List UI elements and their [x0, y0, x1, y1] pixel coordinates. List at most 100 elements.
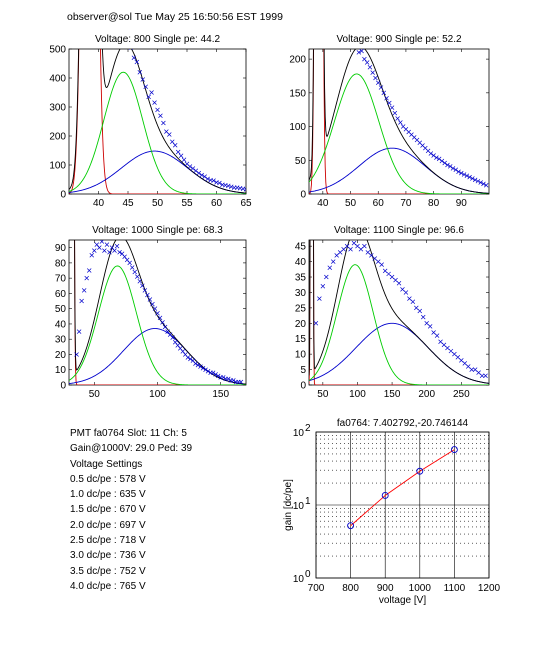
- data-point: [92, 248, 97, 253]
- data-point: [198, 364, 203, 369]
- data-point: [320, 284, 326, 289]
- data-point: [203, 367, 208, 372]
- x-tick-label: 70: [400, 198, 412, 209]
- y-tick-label: 10: [55, 365, 67, 376]
- x-tick-label: 60: [211, 198, 223, 209]
- data-point: [428, 151, 434, 156]
- data-point: [217, 180, 222, 186]
- data-point: [364, 60, 370, 65]
- voltage-setting-5: 3.0 dc/pe : 736 V: [70, 550, 146, 562]
- fit-curves: [309, 240, 489, 385]
- data-point: [243, 187, 246, 192]
- data-point: [155, 311, 160, 316]
- data-point: [74, 352, 79, 357]
- data-point: [420, 314, 426, 320]
- total-fit-curve: [309, 240, 489, 384]
- y-tick-label: 10: [293, 501, 305, 512]
- y-tick-label: 45: [295, 242, 307, 253]
- y-tick-label: 500: [49, 45, 66, 56]
- data-point: [127, 260, 132, 266]
- data-point: [142, 288, 148, 293]
- total-fit-curve: [69, 49, 246, 194]
- voltage-setting-3: 2.0 dc/pe : 697 V: [70, 519, 146, 531]
- data-point: [195, 362, 201, 368]
- voltage-setting-0: 0.5 dc/pe : 578 V: [70, 473, 146, 485]
- data-point: [483, 182, 489, 188]
- y-tick-label: 25: [295, 303, 307, 314]
- y-tick-label: 0: [60, 381, 66, 392]
- plot-frame: [308, 239, 490, 386]
- y-tick-label: 10: [295, 350, 307, 361]
- data-point: [410, 299, 416, 304]
- data-point: [193, 168, 199, 174]
- x-tick-label: 150: [212, 389, 229, 400]
- data-point: [162, 324, 168, 330]
- data-point: [147, 297, 153, 302]
- data-point: [183, 352, 188, 357]
- data-point: [392, 110, 398, 116]
- data-point: [205, 369, 211, 374]
- data-point: [317, 296, 322, 301]
- data-point: [199, 172, 204, 178]
- data-point: [160, 320, 165, 325]
- data-point: [165, 329, 170, 334]
- data-point: [330, 259, 336, 264]
- data-point: [220, 375, 226, 380]
- data-point: [202, 174, 207, 179]
- data-point: [187, 164, 193, 169]
- pmt-info-panel: PMT fa0764 Slot: 11 Ch: 5 Gain@1000V: 29…: [70, 426, 192, 594]
- plot-frame: [315, 431, 490, 579]
- data-point: [210, 370, 216, 376]
- data-point: [188, 356, 193, 362]
- y-tick-label: 60: [55, 289, 67, 300]
- x-tick-label: 150: [384, 389, 401, 400]
- y-tick-label: 400: [49, 74, 66, 85]
- data-point: [140, 77, 145, 82]
- data-point: [456, 169, 461, 174]
- chart-title: Voltage: 800 Single pe: 44.2: [95, 34, 221, 45]
- data-point: [472, 177, 478, 183]
- x-tick-label: 50: [345, 198, 357, 209]
- data-point: [158, 113, 163, 118]
- data-point: [403, 290, 409, 295]
- data-point: [117, 249, 122, 255]
- data-point: [140, 283, 145, 289]
- data-point: [185, 355, 191, 360]
- histogram-panel-3: Voltage: 1100 Single pe: 96.650 100 150 200…: [295, 225, 490, 400]
- data-point: [478, 180, 483, 185]
- data-point: [447, 164, 453, 169]
- y-tick-label: 200: [49, 132, 66, 143]
- data-point: [107, 249, 112, 255]
- y-tick-label: 200: [289, 55, 306, 66]
- gain-line: Gain@1000V: 29.0 Ped: 39: [70, 443, 193, 455]
- data-point: [190, 166, 196, 171]
- gain-point: [416, 467, 424, 475]
- data-point: [200, 365, 206, 371]
- data-point: [86, 268, 92, 273]
- data-point: [327, 265, 333, 271]
- y-tick-label: 90: [55, 243, 67, 254]
- data-point: [479, 373, 485, 378]
- x-tick-label: 1100: [444, 583, 466, 594]
- data-point: [172, 340, 178, 345]
- x-tick-label: 80: [428, 198, 440, 209]
- data-point: [470, 176, 475, 181]
- y-tick-label: 10: [293, 574, 305, 585]
- data-point: [137, 278, 143, 284]
- data-point: [362, 56, 367, 62]
- data-point: [313, 321, 319, 326]
- gain-point: [381, 492, 389, 499]
- data-point: [483, 373, 488, 378]
- y-tick-label: 50: [295, 156, 307, 167]
- y-tick-label: 30: [295, 288, 307, 299]
- data-point: [439, 158, 445, 164]
- x-tick-label: 45: [122, 198, 134, 209]
- data-point: [84, 275, 89, 281]
- data-point: [102, 248, 107, 253]
- data-point: [450, 166, 456, 171]
- data-point: [94, 242, 100, 247]
- data-point: [417, 308, 423, 314]
- data-point: [215, 373, 221, 379]
- data-point: [170, 139, 175, 145]
- data-point: [367, 64, 373, 70]
